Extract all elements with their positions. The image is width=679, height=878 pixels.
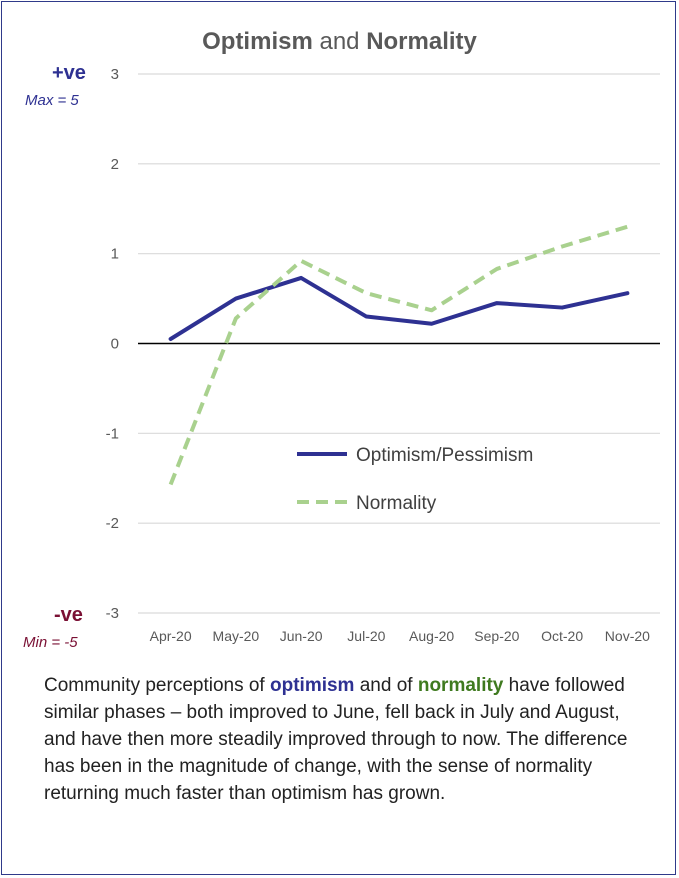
chart-title: Optimism and Normality [0, 28, 679, 56]
x-tick-label: Aug-20 [409, 628, 454, 644]
title-and: and [312, 28, 367, 55]
x-tick-label: Apr-20 [150, 628, 192, 644]
y-tick-label: 1 [111, 246, 119, 263]
x-tick-label: Sep-20 [474, 628, 519, 644]
x-axis-ticks: Apr-20 May-20 Jun-20 Jul-20 Aug-20 Sep-20 Oct-… [150, 628, 651, 644]
x-tick-label: Oct-20 [541, 628, 583, 644]
line-chart: 3 2 1 0 -1 -2 -3 Apr-20 May-20 Jun-20 Jul-20 Aug-2… [106, 66, 660, 644]
series-line-optimism [168, 275, 630, 342]
series-line-normality [168, 224, 628, 486]
series-lines [168, 224, 630, 486]
legend: Optimism/Pessimism Normality [297, 445, 533, 514]
y-tick-label: 0 [111, 336, 119, 353]
x-tick-label: Jul-20 [347, 628, 385, 644]
title-optimism: Optimism [202, 28, 313, 55]
max-label: Max = 5 [25, 92, 79, 109]
caption-part3: have followed similar phases – both impr… [44, 675, 628, 804]
caption-optimism: optimism [270, 675, 355, 696]
min-label: Min = -5 [23, 634, 78, 651]
y-tick-label: -3 [106, 605, 119, 622]
y-tick-label: 2 [111, 156, 119, 173]
y-axis-ticks: 3 2 1 0 -1 -2 -3 [106, 66, 119, 622]
negative-label: -ve [54, 604, 83, 626]
caption-part2: and of [354, 675, 418, 696]
caption-normality: normality [417, 675, 504, 696]
caption-text: Community perceptions of optimism and of… [44, 672, 644, 807]
legend-label: Normality [356, 493, 437, 514]
gridlines [138, 73, 660, 614]
x-tick-label: Nov-20 [605, 628, 650, 644]
y-tick-label: -2 [106, 515, 119, 532]
positive-label: +ve [52, 62, 86, 84]
y-tick-label: -1 [106, 425, 119, 442]
caption-part1: Community perceptions of [44, 675, 270, 696]
title-normality: Normality [366, 28, 477, 55]
x-tick-label: Jun-20 [280, 628, 323, 644]
legend-label: Optimism/Pessimism [356, 445, 533, 466]
y-tick-label: 3 [111, 66, 119, 83]
x-tick-label: May-20 [213, 628, 260, 644]
